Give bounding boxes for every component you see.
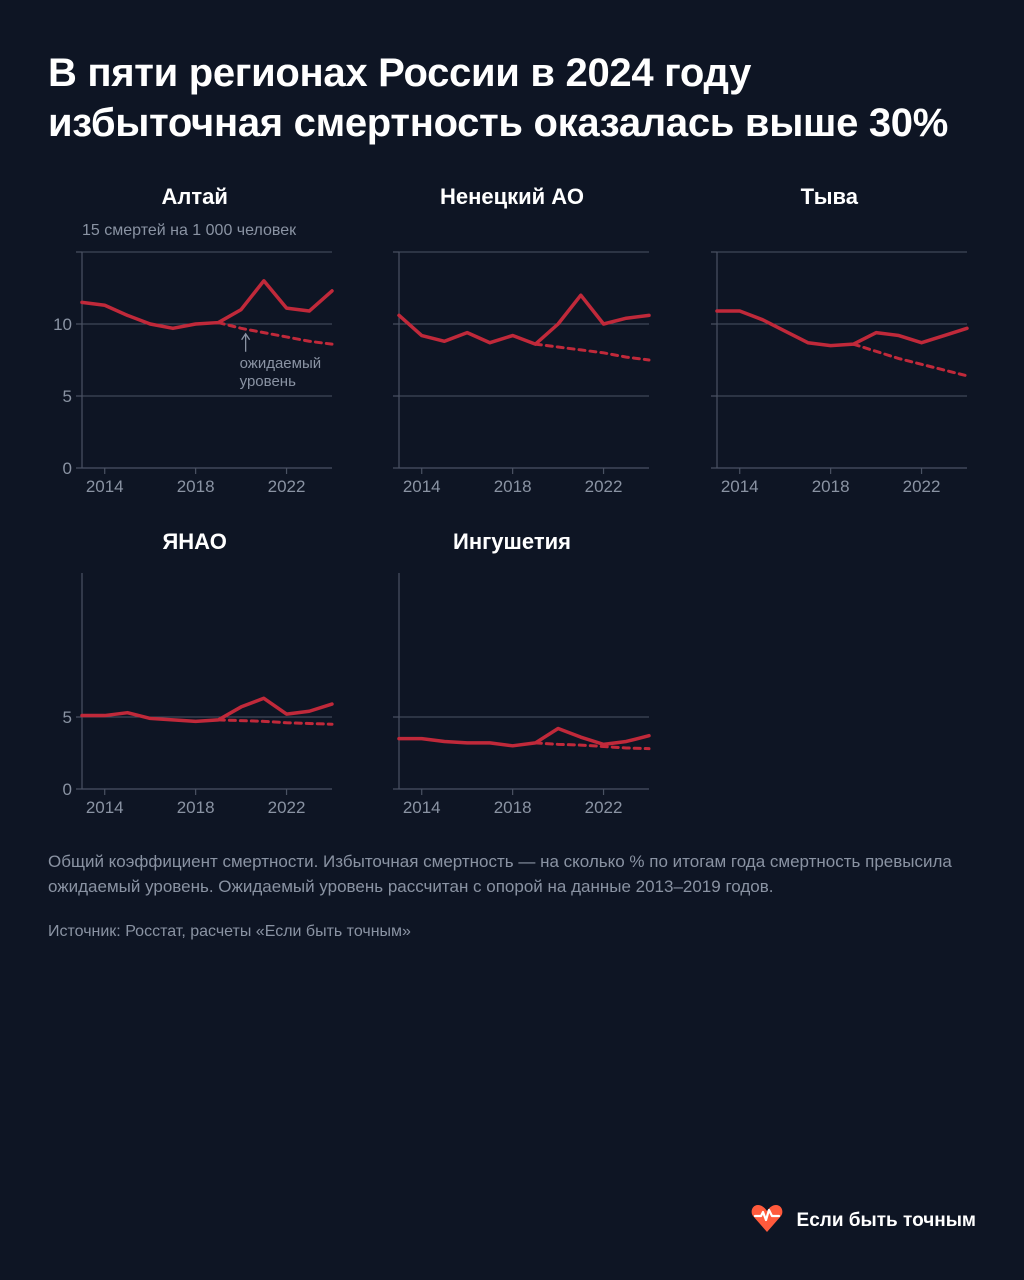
page-title: В пяти регионах России в 2024 году избыт… — [48, 48, 976, 148]
annotation-text: уровень — [240, 373, 296, 390]
x-tick-label: 2018 — [177, 798, 215, 817]
panel-title: Ингушетия — [365, 529, 658, 555]
x-tick-label: 2014 — [403, 477, 441, 496]
actual-line — [399, 729, 649, 746]
chart-svg: 0 5 10 2014 2018 2022 ожидаемыйуровень — [48, 246, 338, 496]
source-text: Источник: Росстат, расчеты «Если быть то… — [48, 923, 976, 941]
expected-line — [853, 344, 967, 376]
y-axis-spacer — [683, 222, 976, 240]
actual-line — [82, 281, 332, 329]
panel-title: Ненецкий АО — [365, 184, 658, 210]
x-tick-label: 2018 — [811, 477, 849, 496]
brand-heart-icon — [749, 1202, 785, 1240]
chart-svg: 2014 2018 2022 — [365, 567, 655, 817]
y-tick-label: 5 — [63, 387, 72, 406]
panel-title: Алтай — [48, 184, 341, 210]
x-tick-label: 2014 — [720, 477, 758, 496]
annotation-text: ожидаемый — [240, 355, 321, 372]
chart-panel: Тыва 2014 2018 2022 — [683, 184, 976, 501]
x-tick-label: 2022 — [268, 477, 306, 496]
y-tick-label: 5 — [63, 708, 72, 727]
chart-panel: ЯНАО 0 5 2014 2018 2022 — [48, 529, 341, 822]
x-tick-label: 2014 — [86, 798, 124, 817]
x-tick-label: 2018 — [177, 477, 215, 496]
expected-line — [218, 323, 332, 345]
actual-line — [399, 295, 649, 344]
x-tick-label: 2022 — [585, 798, 623, 817]
x-tick-label: 2018 — [494, 798, 532, 817]
actual-line — [82, 698, 332, 721]
footnote-text: Общий коэффициент смертности. Избыточная… — [48, 850, 976, 899]
panel-title: ЯНАО — [48, 529, 341, 555]
y-axis-label: 15 смертей на 1 000 человек — [48, 222, 341, 240]
x-tick-label: 2018 — [494, 477, 532, 496]
y-tick-label: 0 — [63, 459, 72, 478]
brand-label: Если быть точным — [797, 1210, 976, 1232]
expected-line — [536, 344, 650, 360]
chart-svg: 0 5 2014 2018 2022 — [48, 567, 338, 817]
chart-svg: 2014 2018 2022 — [683, 246, 973, 496]
x-tick-label: 2022 — [585, 477, 623, 496]
chart-svg: 2014 2018 2022 — [365, 246, 655, 496]
panel-title: Тыва — [683, 184, 976, 210]
x-tick-label: 2014 — [86, 477, 124, 496]
x-tick-label: 2022 — [902, 477, 940, 496]
actual-line — [717, 311, 967, 346]
chart-panel: Алтай 15 смертей на 1 000 человек 0 5 10 2014… — [48, 184, 341, 501]
y-tick-label: 0 — [63, 780, 72, 799]
chart-panel: Ненецкий АО 2014 2018 2022 — [365, 184, 658, 501]
x-tick-label: 2014 — [403, 798, 441, 817]
charts-grid: Алтай 15 смертей на 1 000 человек 0 5 10 2014… — [48, 184, 976, 822]
y-tick-label: 10 — [53, 315, 72, 334]
brand-badge: Если быть точным — [749, 1202, 976, 1240]
expected-line — [536, 743, 650, 749]
x-tick-label: 2022 — [268, 798, 306, 817]
chart-panel: Ингушетия 2014 2018 2022 — [365, 529, 658, 822]
y-axis-spacer — [365, 222, 658, 240]
expected-line — [218, 720, 332, 724]
